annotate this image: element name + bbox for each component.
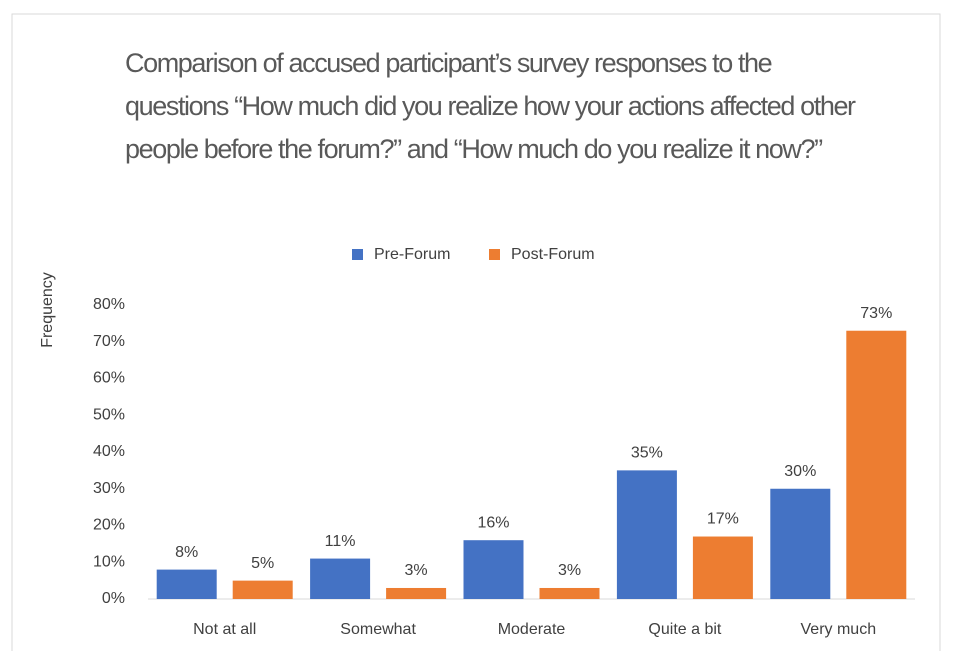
bar — [539, 587, 600, 599]
bar — [770, 488, 831, 599]
bar — [310, 558, 371, 599]
legend-swatch — [489, 249, 500, 260]
y-tick-label: 0% — [102, 590, 125, 607]
bar — [692, 536, 753, 599]
data-label: 5% — [251, 555, 274, 572]
data-label: 35% — [631, 445, 663, 462]
data-label: 3% — [405, 562, 428, 579]
y-tick-label: 70% — [93, 333, 125, 350]
bar — [232, 580, 293, 599]
x-tick-label: Quite a bit — [648, 621, 721, 638]
data-label: 3% — [558, 562, 581, 579]
chart-frame — [11, 13, 941, 651]
y-tick-label: 80% — [93, 296, 125, 313]
data-label: 17% — [707, 511, 739, 528]
bar — [156, 569, 217, 599]
y-tick-label: 60% — [93, 370, 125, 387]
data-label: 11% — [325, 533, 356, 550]
y-tick-label: 50% — [93, 406, 125, 423]
bar — [386, 587, 447, 599]
legend-label: Pre-Forum — [374, 246, 450, 263]
legend-label: Post-Forum — [511, 246, 595, 263]
legend-swatch — [352, 249, 363, 260]
data-label: 73% — [860, 305, 892, 322]
bar — [846, 330, 907, 599]
x-tick-label: Somewhat — [340, 621, 416, 638]
data-label: 8% — [175, 544, 198, 561]
data-label: 16% — [477, 514, 509, 531]
bar — [463, 540, 524, 599]
bar — [616, 470, 677, 599]
x-tick-label: Moderate — [498, 621, 566, 638]
y-tick-label: 40% — [93, 443, 125, 460]
data-label: 30% — [784, 463, 816, 480]
chart-title: Comparison of accused participant’s surv… — [125, 48, 856, 164]
x-tick-label: Not at all — [193, 621, 256, 638]
y-tick-label: 30% — [93, 480, 125, 497]
y-axis-label: Frequency — [39, 272, 56, 348]
y-tick-label: 20% — [93, 517, 125, 534]
y-tick-label: 10% — [93, 553, 125, 570]
x-tick-label: Very much — [801, 621, 877, 638]
